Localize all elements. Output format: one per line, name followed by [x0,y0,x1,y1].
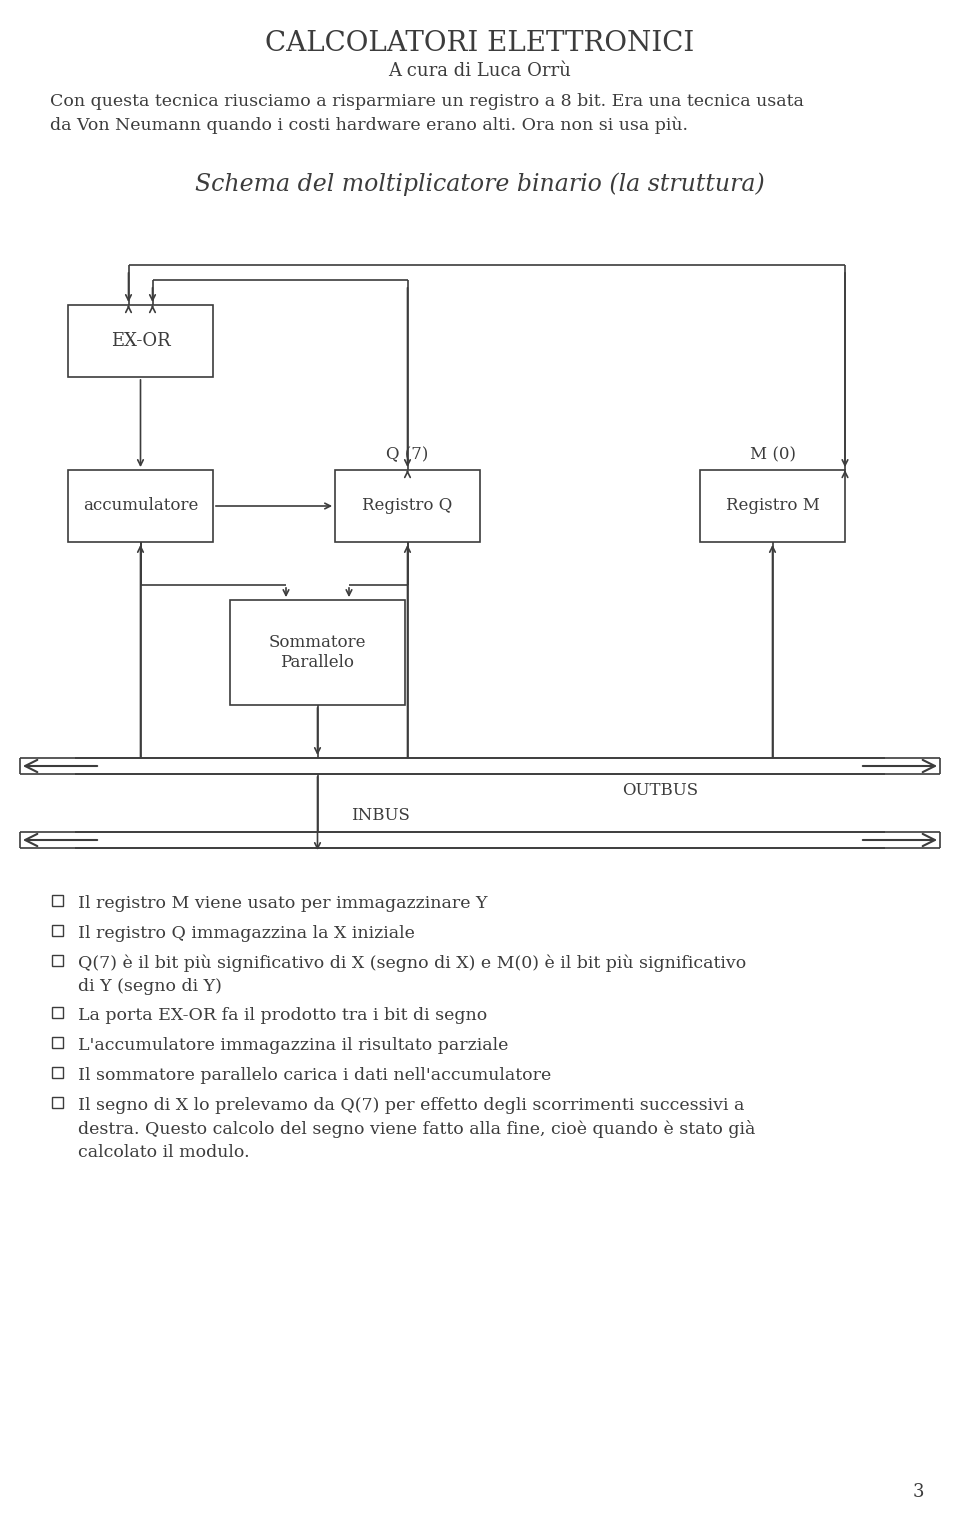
Bar [52,1097,63,1108]
Text: Il sommatore parallelo carica i dati nell'accumulatore: Il sommatore parallelo carica i dati nel… [78,1067,551,1084]
Text: Q(7) è il bit più significativo di X (segno di X) e M(0) è il bit più significat: Q(7) è il bit più significativo di X (se… [78,955,746,996]
Text: Sommatore
Parallelo: Sommatore Parallelo [269,634,367,670]
Text: Il registro Q immagazzina la X iniziale: Il registro Q immagazzina la X iniziale [78,926,415,942]
Text: La porta EX-OR fa il prodotto tra i bit di segno: La porta EX-OR fa il prodotto tra i bit … [78,1008,488,1024]
Text: Il segno di X lo prelevamo da Q(7) per effetto degli scorrimenti successivi a
de: Il segno di X lo prelevamo da Q(7) per e… [78,1097,756,1161]
Text: 3: 3 [912,1484,924,1502]
Text: EX-OR: EX-OR [110,331,170,350]
Bar [52,955,63,967]
Text: A cura di Luca Orrù: A cura di Luca Orrù [389,62,571,81]
Text: M (0): M (0) [750,447,796,464]
Text: L'accumulatore immagazzina il risultato parziale: L'accumulatore immagazzina il risultato … [78,1037,509,1053]
Text: Q (7): Q (7) [386,447,429,464]
Bar [52,926,63,936]
Text: Registro M: Registro M [726,497,820,514]
Bar [700,470,845,543]
Bar [52,1037,63,1047]
Text: Il registro M viene usato per immagazzinare Y: Il registro M viene usato per immagazzin… [78,895,488,912]
Bar [52,1008,63,1018]
Text: Schema del moltiplicatore binario (la struttura): Schema del moltiplicatore binario (la st… [195,172,765,196]
Bar [52,895,63,906]
Bar [335,470,480,543]
Text: Con questa tecnica riusciamo a risparmiare un registro a 8 bit. Era una tecnica : Con questa tecnica riusciamo a risparmia… [50,93,804,134]
Text: accumulatore: accumulatore [83,497,198,514]
Bar [52,1067,63,1078]
Bar [68,470,213,543]
Text: INBUS: INBUS [350,807,409,824]
Bar [68,306,213,377]
Text: CALCOLATORI ELETTRONICI: CALCOLATORI ELETTRONICI [265,30,695,56]
Text: Registro Q: Registro Q [362,497,452,514]
Bar [230,600,405,705]
Text: OUTBUS: OUTBUS [622,781,698,800]
